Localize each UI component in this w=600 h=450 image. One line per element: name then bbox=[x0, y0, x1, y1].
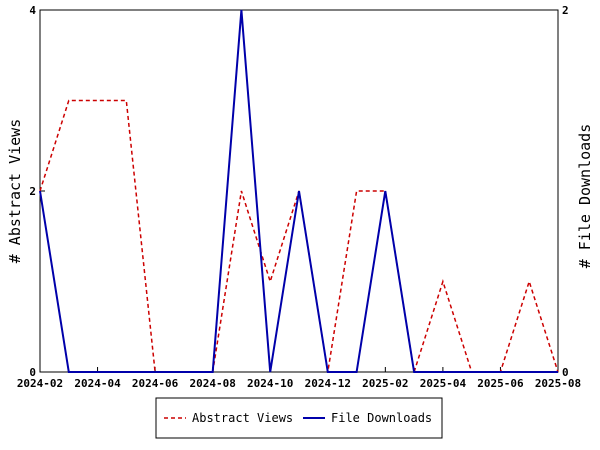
legend-box bbox=[155, 397, 443, 439]
series-line-file-downloads bbox=[39, 9, 558, 373]
x-tick-label: 2024-06 bbox=[132, 377, 179, 390]
x-tick-label: 2025-02 bbox=[362, 377, 408, 390]
legend: Abstract Views File Downloads bbox=[155, 397, 443, 439]
legend-label-abstract-views: Abstract Views bbox=[192, 411, 293, 425]
y-left-tick-label: 4 bbox=[29, 4, 36, 17]
x-tick-label: 2024-12 bbox=[305, 377, 351, 390]
y-right-tick-label: 0 bbox=[562, 366, 569, 379]
y-left-tick-label: 2 bbox=[29, 185, 36, 198]
x-tick-label: 2025-06 bbox=[477, 377, 524, 390]
y-left-axis-title: # Abstract Views bbox=[6, 119, 24, 264]
legend-label-file-downloads: File Downloads bbox=[331, 411, 432, 425]
x-tick-label: 2024-04 bbox=[74, 377, 121, 390]
x-tick-label: 2024-02 bbox=[17, 377, 63, 390]
series-layer bbox=[39, 9, 559, 373]
ticks-layer: 2024-02 2024-04 2024-06 2024-08 2024-10 2024-… bbox=[17, 4, 581, 390]
x-tick-label: 2024-10 bbox=[247, 377, 293, 390]
y-right-axis-title: # File Downloads bbox=[576, 124, 594, 269]
x-tick-label: 2024-08 bbox=[189, 377, 235, 390]
x-tick-label: 2025-04 bbox=[420, 377, 467, 390]
y-right-tick-label: 2 bbox=[562, 4, 569, 17]
x-tick-label: 2025-08 bbox=[535, 377, 581, 390]
series-line-abstract-views bbox=[39, 99, 559, 373]
y-left-tick-label: 0 bbox=[29, 366, 36, 379]
